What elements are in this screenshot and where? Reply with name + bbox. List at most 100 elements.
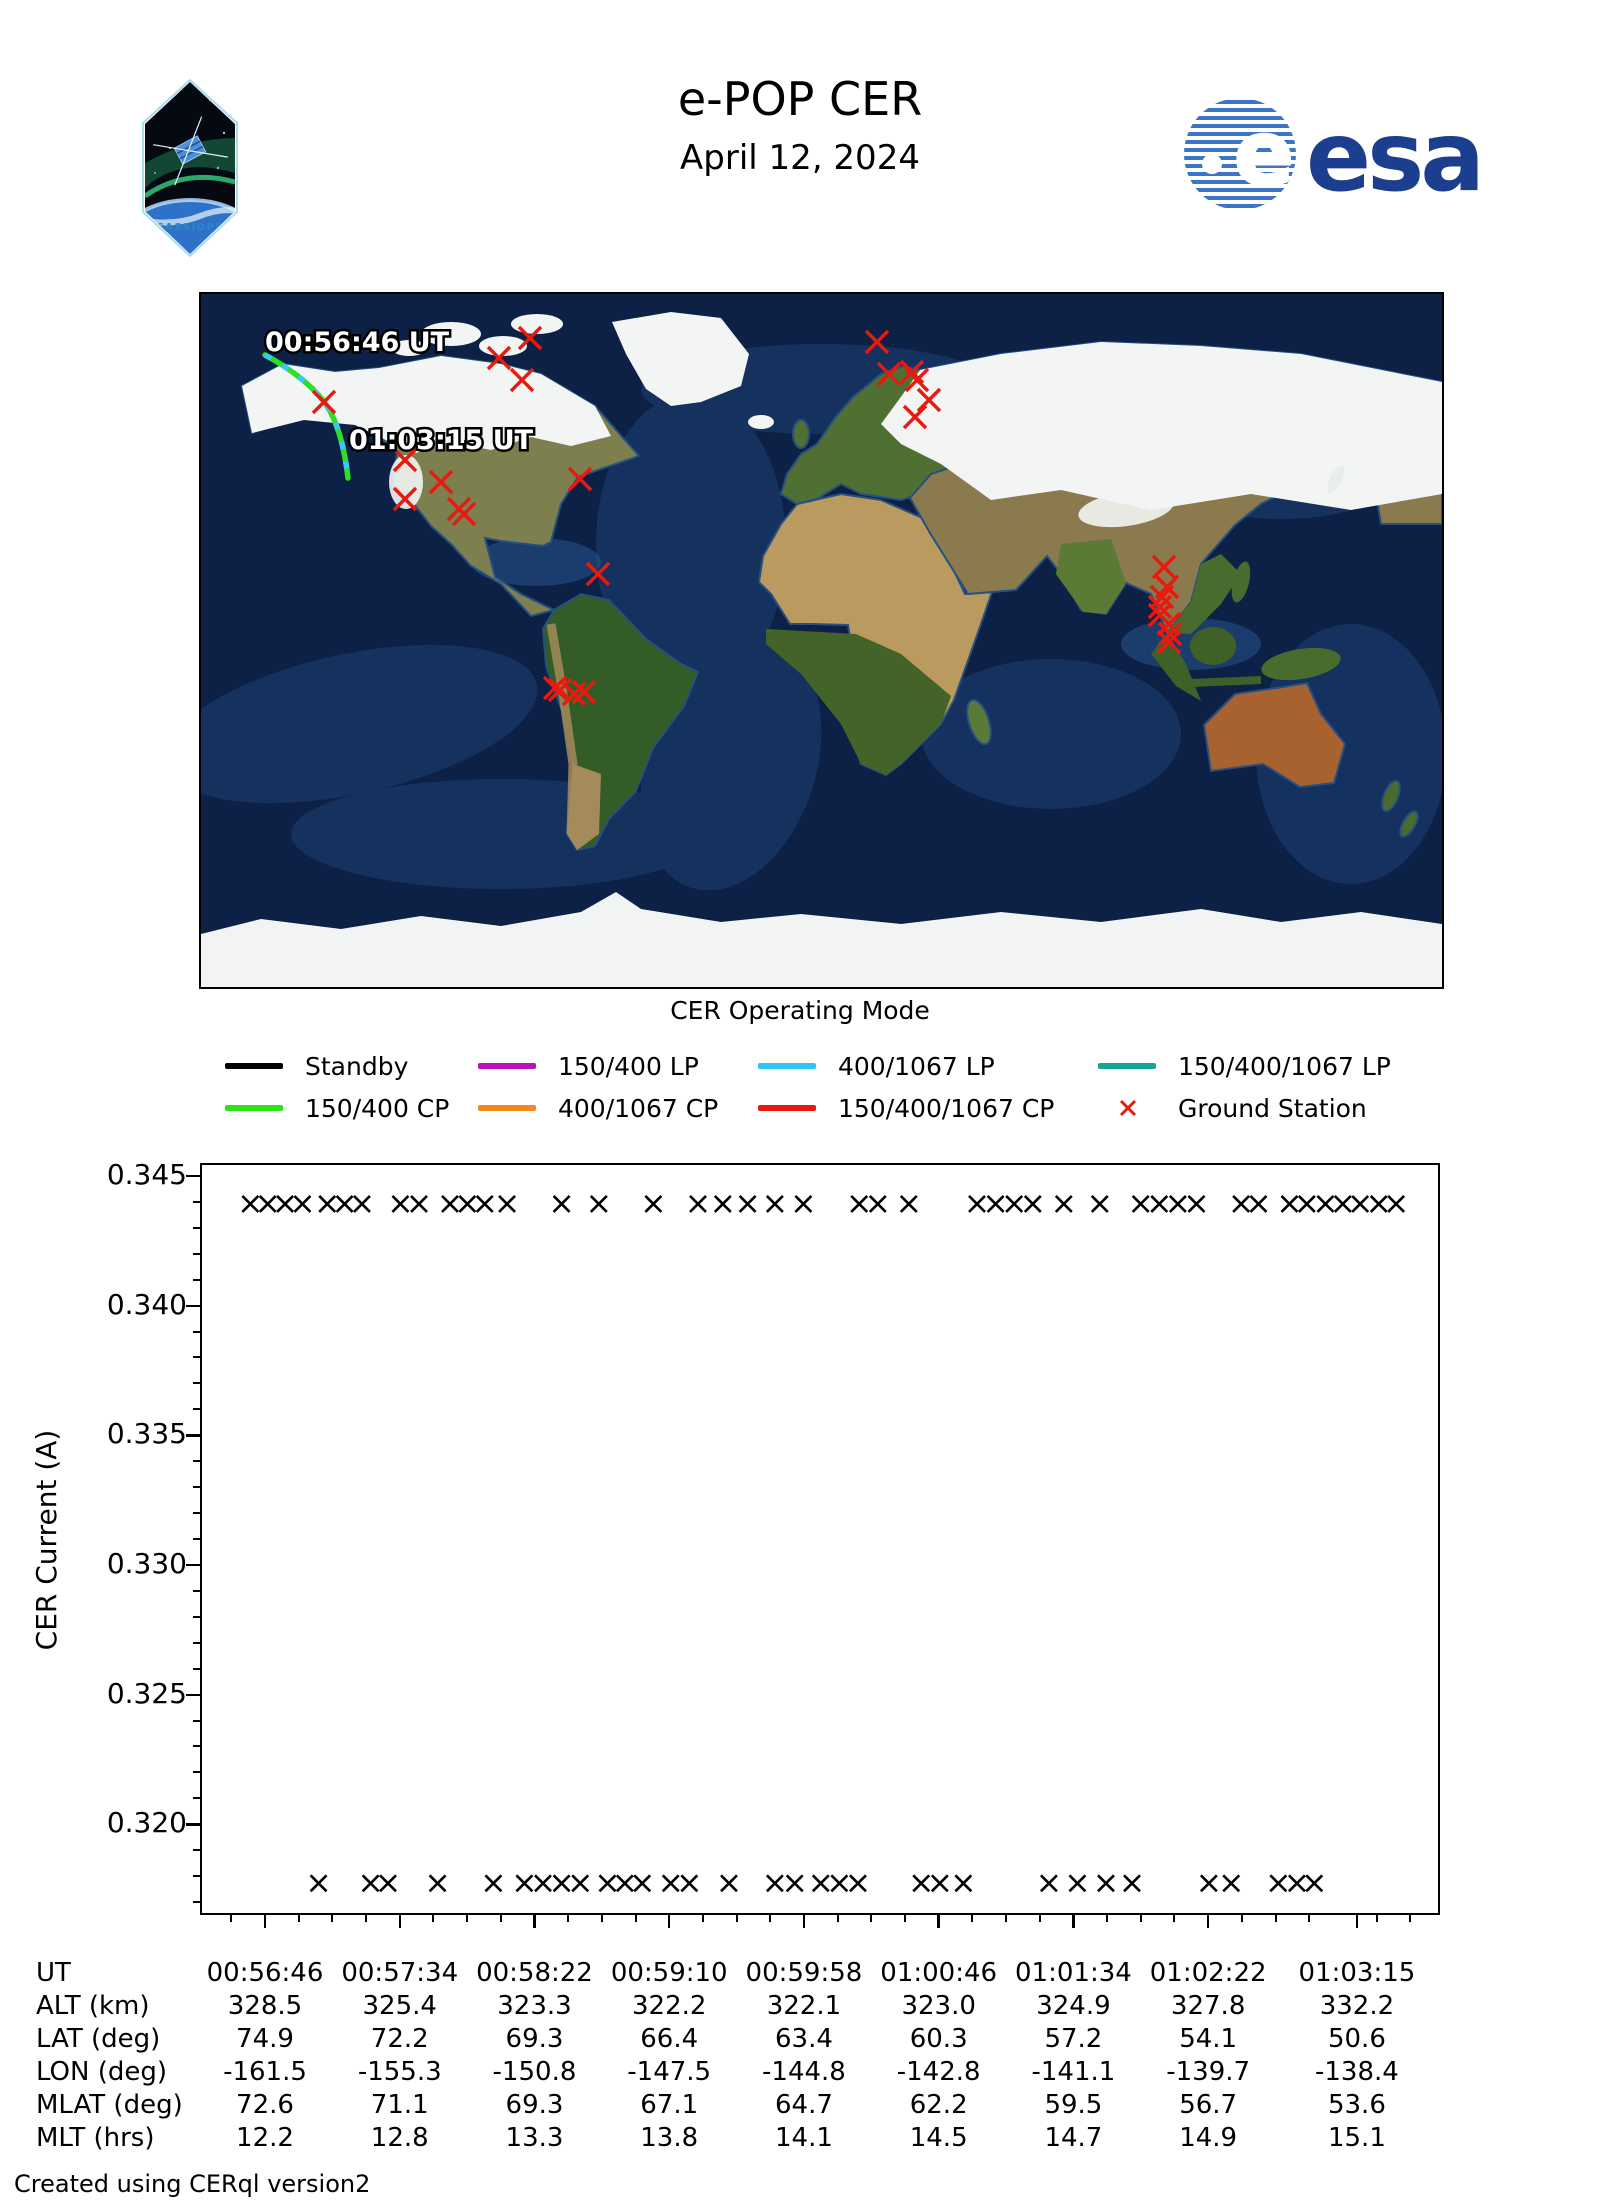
table-cell-value: 63.4 [774,2024,833,2054]
y-minor-tick [193,1771,200,1774]
satellite-illustration [153,116,228,186]
page-title: e-POP CER [677,72,923,126]
chart-x-marker [849,1874,867,1893]
ground-station-marker [547,677,573,703]
table-cell-value: 01:02:22 [1149,1958,1267,1988]
patch-label: CASSIOPE [156,222,223,233]
table-cell-value: 53.6 [1327,2090,1386,2120]
chart-x-marker [850,1194,869,1213]
ground-station-marker [864,329,890,355]
chart-x-marker [515,1874,534,1893]
x-minor-tick [1038,1915,1041,1922]
footer-credit: Created using CERql version2 [14,2170,371,2198]
legend-item-label: Ground Station [1178,1094,1367,1123]
chart-x-marker [720,1874,738,1893]
ground-station-marker [1156,611,1182,637]
table-cell-value: 72.2 [370,2024,429,2054]
table-cell-value: 15.1 [1327,2123,1386,2153]
track-start-time-label: 00:56:46 UT [265,327,450,358]
ground-station-marker [585,561,611,587]
x-minor-tick [769,1915,772,1922]
chart-x-marker [1090,1194,1109,1213]
chart-x-marker [335,1194,354,1213]
ground-station-marker [1151,554,1177,580]
legend-title: CER Operating Mode [670,996,930,1025]
chart-x-marker [785,1874,804,1893]
table-cell-value: 50.6 [1327,2024,1386,2054]
table-cell-value: 64.7 [774,2090,833,2120]
y-axis-label: CER Current (A) [30,1429,63,1651]
ground-station-marker [311,389,337,415]
legend-item-label: 400/1067 LP [838,1052,995,1081]
table-cell-value: -139.7 [1166,2057,1251,2087]
table-cell-value: 00:57:34 [341,1958,459,1988]
legend-line-swatch [478,1105,536,1111]
table-cell-value: 01:01:34 [1015,1958,1132,1988]
legend-line-swatch [758,1105,816,1111]
chart-x-marker [379,1874,397,1893]
chart-x-marker [534,1874,552,1893]
table-cell-value: -142.8 [896,2057,981,2087]
x-minor-tick [735,1915,738,1922]
snow-cover [201,312,1442,987]
x-minor-tick [634,1915,637,1922]
table-cell-value: 323.3 [497,1991,572,2021]
y-minor-tick [193,1226,200,1229]
y-minor-tick [193,1849,200,1852]
table-cell-value: 74.9 [236,2024,294,2054]
chart-x-marker [258,1194,277,1213]
table-cell-value: -155.3 [357,2057,442,2087]
y-tick-label: 0.330 [106,1546,187,1580]
y-major-tick [186,1304,200,1307]
legend-item-label: 150/400 LP [558,1052,699,1081]
table-cell-value: 01:03:15 [1298,1958,1416,1988]
chart-x-marker [598,1874,617,1893]
chart-x-marker [293,1194,312,1213]
ground-station-marker [392,447,418,473]
y-minor-tick [193,1512,200,1515]
chart-x-marker [1232,1194,1251,1213]
table-row-label: LON (deg) [36,2057,168,2087]
chart-x-marker [318,1194,337,1213]
chart-x-marker [1187,1194,1206,1213]
chart-x-marker [765,1874,784,1893]
table-cell-value: -150.8 [492,2057,577,2087]
table-cell-value: 62.2 [909,2090,968,2120]
chart-x-marker [1305,1874,1324,1893]
x-major-tick [1355,1915,1359,1928]
chart-x-marker [441,1194,459,1213]
y-minor-tick [193,1589,200,1592]
y-minor-tick [193,1615,200,1618]
chart-x-marker [830,1874,849,1893]
legend-item-label: Standby [305,1052,409,1081]
chart-x-marker [738,1194,757,1213]
x-minor-tick [1240,1915,1243,1922]
table-cell-value: 322.1 [766,1991,842,2021]
table-cell-value: 13.3 [505,2123,564,2153]
y-major-tick [186,1823,200,1826]
table-cell-value: 12.8 [370,2123,429,2153]
table-cell-value: 332.2 [1319,1991,1395,2021]
chart-x-marker [1249,1194,1268,1213]
table-cell-value: 324.9 [1036,1991,1111,2021]
table-cell-value: -161.5 [223,2057,307,2087]
chart-x-marker [571,1874,590,1893]
chart-x-marker [615,1874,634,1893]
chart-x-marker [241,1194,260,1213]
cer-current-plot [200,1163,1440,1915]
legend-line-swatch [1098,1063,1156,1069]
x-major-tick [668,1915,671,1928]
y-minor-tick [193,1667,200,1670]
y-tick-label: 0.320 [106,1806,187,1840]
chart-x-marker [680,1874,699,1893]
chart-x-marker [391,1194,410,1213]
x-minor-tick [499,1915,502,1922]
svg-text:e: e [1234,102,1294,205]
y-major-tick [186,1434,200,1437]
y-minor-tick [193,1356,200,1359]
x-major-tick [1206,1915,1210,1928]
chart-x-marker [1369,1194,1388,1213]
chart-x-marker [644,1194,663,1213]
legend-item-label: 150/400 CP [305,1094,450,1123]
